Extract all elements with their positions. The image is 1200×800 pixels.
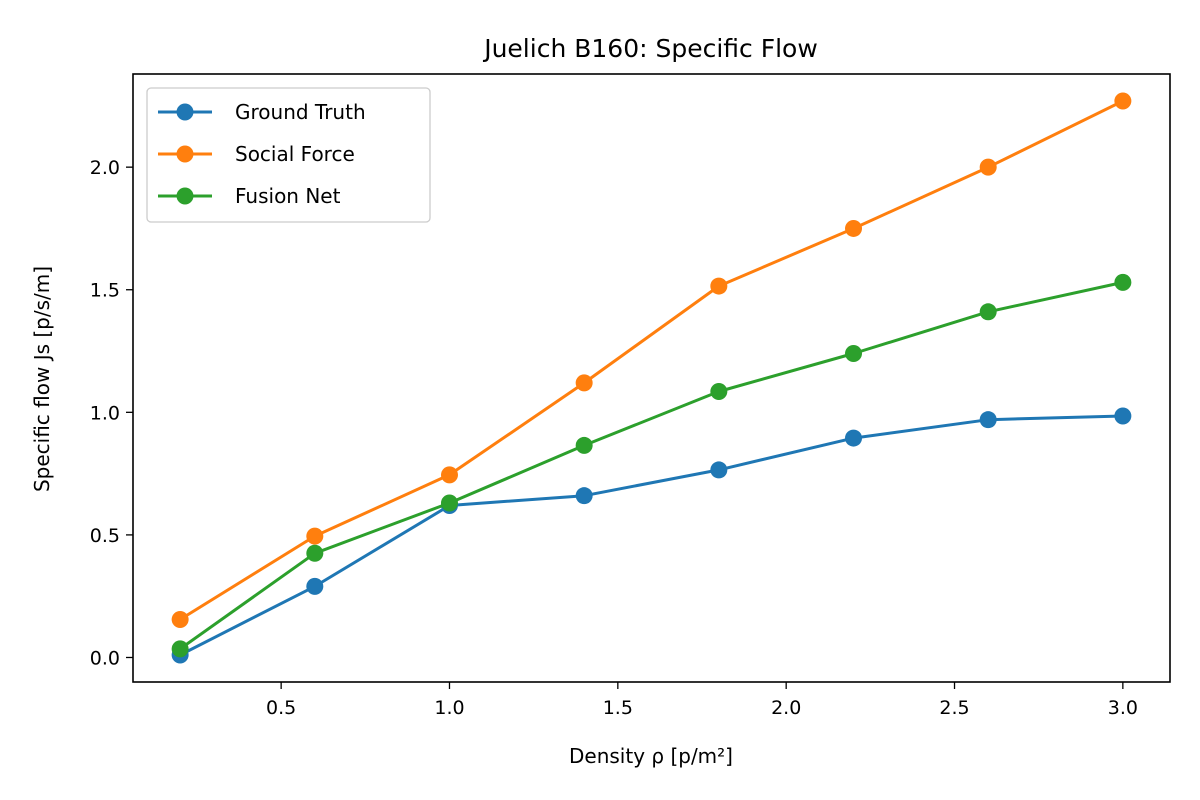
legend-label-ground-truth: Ground Truth	[235, 100, 366, 124]
legend-swatch-marker-fusion-net	[176, 187, 194, 205]
data-point-social-force	[979, 158, 997, 176]
data-point-social-force	[306, 527, 324, 545]
plot-area	[171, 92, 1132, 664]
data-point-ground-truth	[1114, 407, 1132, 425]
data-point-fusion-net	[171, 640, 189, 658]
series-line-ground-truth	[179, 414, 1123, 657]
y-axis-ticks: 0.0 0.5 1.0 1.5 2.0	[90, 157, 133, 669]
legend: Ground Truth Social Force Fusion Net	[146, 87, 431, 223]
x-tick-label: 3.0	[1108, 697, 1138, 719]
y-tick-label: 1.0	[90, 402, 120, 424]
data-point-fusion-net	[710, 382, 728, 400]
axes-frame	[132, 73, 1171, 683]
x-tick-label: 2.0	[771, 697, 801, 719]
data-point-social-force	[440, 466, 458, 484]
data-point-ground-truth	[710, 461, 728, 479]
data-point-ground-truth	[979, 411, 997, 429]
data-point-social-force	[710, 277, 728, 295]
y-tick-label: 2.0	[90, 157, 120, 179]
x-axis-ticks: 0.5 1.0 1.5 2.0 2.5 3.0	[266, 682, 1138, 719]
data-point-ground-truth	[306, 577, 324, 595]
data-point-social-force	[171, 610, 189, 628]
x-tick-label: 1.5	[603, 697, 633, 719]
x-tick-label: 2.5	[939, 697, 969, 719]
data-point-fusion-net	[306, 544, 324, 562]
data-point-social-force	[1114, 92, 1132, 110]
data-point-ground-truth	[575, 487, 593, 505]
y-axis-label: Specific flow Js [p/s/m]	[30, 266, 54, 492]
legend-box	[146, 87, 431, 223]
data-point-ground-truth	[845, 429, 863, 447]
legend-swatch-marker-social-force	[176, 145, 194, 163]
data-point-fusion-net	[440, 494, 458, 512]
y-tick-label: 0.5	[90, 525, 120, 547]
x-tick-label: 0.5	[266, 697, 296, 719]
y-tick-label: 1.5	[90, 280, 120, 302]
series-line-social-force	[179, 99, 1124, 621]
data-point-social-force	[575, 374, 593, 392]
data-point-fusion-net	[845, 344, 863, 362]
x-tick-label: 1.0	[434, 697, 464, 719]
legend-label-social-force: Social Force	[235, 142, 355, 166]
data-point-social-force	[845, 219, 863, 237]
chart-title: Juelich B160: Specific Flow	[482, 34, 818, 63]
x-axis-label: Density ρ [p/m²]	[569, 744, 733, 768]
series-line-fusion-net	[179, 280, 1124, 651]
data-point-fusion-net	[575, 436, 593, 454]
data-point-fusion-net	[1114, 273, 1132, 291]
y-tick-label: 0.0	[90, 647, 120, 669]
legend-label-fusion-net: Fusion Net	[235, 184, 341, 208]
legend-swatch-marker-ground-truth	[176, 103, 194, 121]
data-point-fusion-net	[979, 303, 997, 321]
